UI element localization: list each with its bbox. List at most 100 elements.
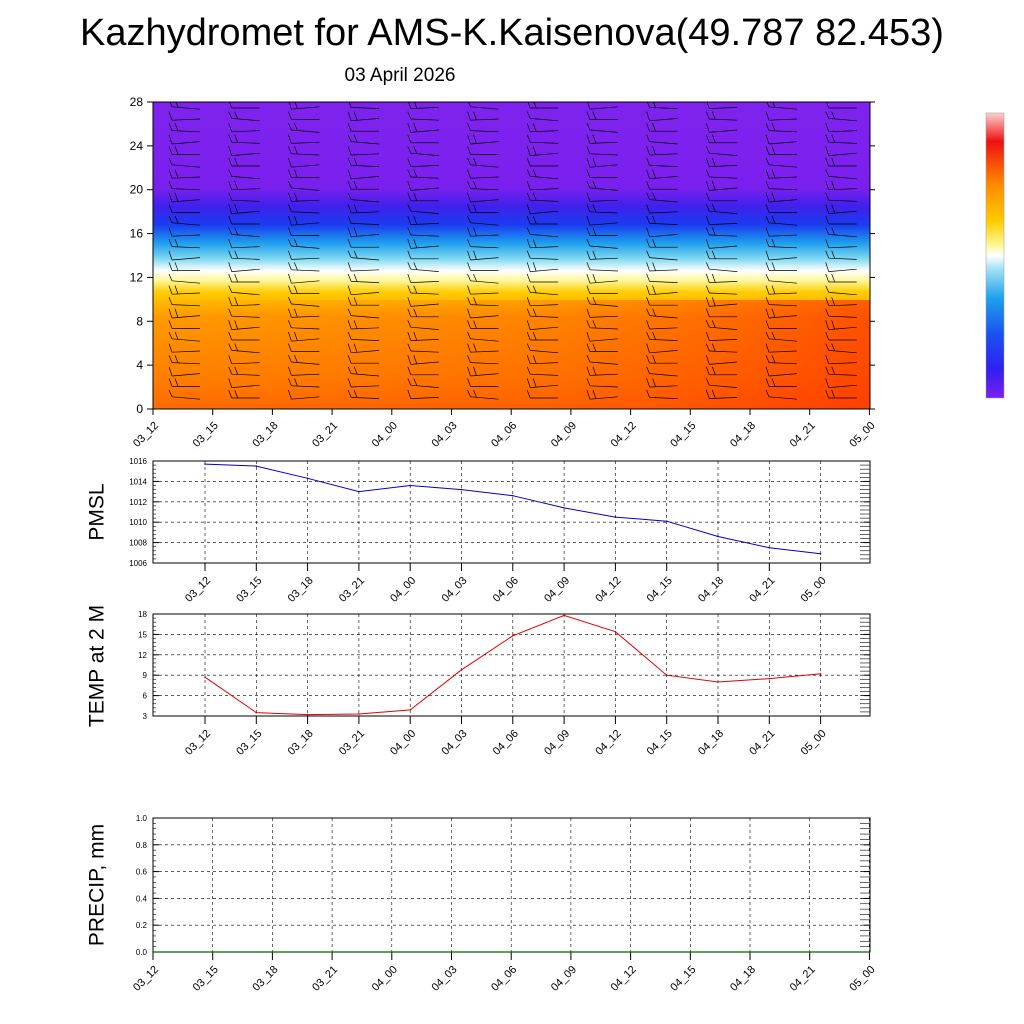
wind-barb [705,285,738,295]
x-tick-label: 03_18 [286,728,316,758]
x-tick-label: 04_00 [370,420,400,450]
precip-data-point [510,951,512,953]
wind-barb [586,308,618,318]
wind-barb [347,123,380,132]
y-tick-label: 0.0 [136,948,148,957]
wind-barb [288,204,320,214]
y-tick-label: 1014 [129,477,147,486]
wind-barb [228,123,260,133]
wind-barb [646,331,678,341]
wind-barb [228,378,260,388]
wind-barb [646,389,678,399]
y-tick-label: 12 [138,651,147,660]
wind-barb [347,378,380,388]
wind-barb [407,262,439,272]
wind-barb [467,273,499,284]
wind-barb [228,343,260,354]
pmsl-data-point [512,494,514,497]
wind-barb [526,262,559,272]
x-tick-label: 04_15 [645,575,675,605]
x-tick-label: 03_21 [337,728,367,758]
wind-barb [467,192,499,203]
wind-barb [228,331,260,341]
wind-barb [288,227,320,236]
wind-barb [825,389,857,399]
wind-barb [228,181,260,191]
wind-barb [586,239,618,249]
y-tick-label: 1012 [129,498,147,507]
wind-barb [765,192,798,203]
wind-barb [765,239,798,249]
wind-barb [825,123,857,133]
wind-barb [347,355,380,364]
wind-barb [526,285,559,296]
wind-barb [586,355,618,365]
wind-barb [347,215,380,225]
wind-barb [347,366,380,377]
wind-barb [347,204,380,214]
temp-y-axis: 3 6 9 12 15 18 [138,610,870,721]
x-tick-label: 03_12 [131,964,161,994]
y-tick-label: 6 [143,692,148,701]
wind-barb [526,111,559,122]
wind-barb [407,343,439,353]
wind-barb [467,111,499,121]
wind-barb [168,273,201,284]
x-tick-label: 03_21 [310,420,340,450]
wind-barb [526,227,559,238]
wind-barb [288,123,320,133]
wind-barb [646,262,678,272]
precip-grid [152,818,870,952]
wind-barb [646,146,678,156]
wind-barb [288,320,320,330]
wind-barb [407,204,439,214]
temp-panel: 3 6 9 12 15 18 03_12 03_15 03_18 03_21 04_00 04_03… [86,605,871,758]
x-tick-label: 04_15 [668,964,698,994]
wind-barb [705,215,738,225]
wind-barb [467,366,499,377]
y-tick-label: 1006 [129,559,147,568]
x-tick-label: 03_21 [337,575,367,605]
wind-barb [825,181,857,191]
wind-barb [347,227,380,238]
x-tick-label: 04_21 [788,420,818,450]
wind-barb [766,102,798,110]
wind-barb [347,285,380,296]
wind-barb [765,134,798,145]
wind-barb [407,366,439,376]
x-tick-label: 05_00 [799,575,829,605]
wind-barb [407,308,439,318]
x-tick-label: 04_21 [747,575,777,605]
wind-barb [168,239,201,249]
wind-barb [825,331,857,341]
x-tick-label: 04_09 [542,728,572,758]
y-tick-label: 3 [143,712,148,721]
wind-barb [586,285,618,294]
wind-barb [288,250,320,260]
wind-barb [765,389,798,400]
x-tick-label: 05_00 [847,964,877,994]
x-tick-label: 04_18 [696,575,726,605]
wind-barb [348,102,380,109]
wind-barb [228,320,260,330]
wind-barb [825,262,857,272]
wind-barb [646,250,678,261]
wind-barb [407,389,439,399]
wind-barb [347,262,380,272]
wind-barb [168,343,201,353]
wind-barb [168,389,201,400]
wind-barb [168,320,200,329]
precip-data-point [868,951,871,953]
wind-barb [408,102,439,109]
wind-barb [586,343,618,352]
x-tick-label: 05_00 [847,420,877,450]
wind-barb [228,157,260,167]
wind-barb [347,239,380,248]
wind-barb [586,262,618,272]
temp-data-point [563,614,565,617]
wind-barb [765,157,798,168]
x-tick-label: 03_15 [234,728,264,758]
wind-barb [347,157,380,167]
wind-barb [168,181,201,191]
wind-barb [228,192,260,202]
